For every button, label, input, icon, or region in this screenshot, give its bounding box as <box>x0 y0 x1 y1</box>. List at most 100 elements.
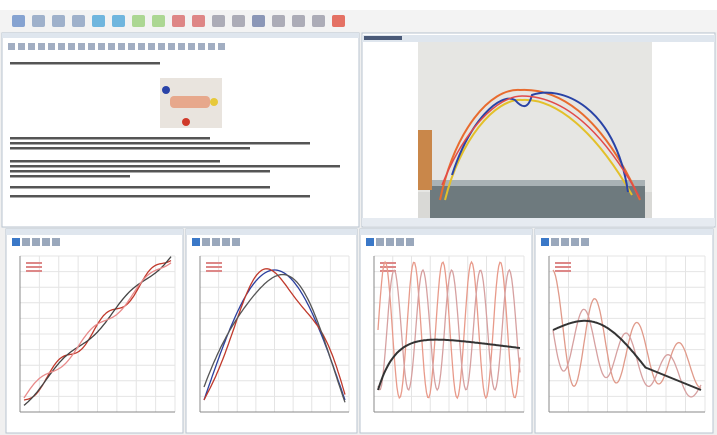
video-controls <box>362 218 715 226</box>
text-line <box>10 165 340 168</box>
doc-toolbar-button[interactable] <box>68 43 75 50</box>
toolbar-button[interactable] <box>32 15 45 27</box>
toolbar-button[interactable] <box>232 15 245 27</box>
toolbar-button[interactable] <box>12 15 25 27</box>
video-pane-title-block <box>364 36 402 40</box>
toolbar-button[interactable] <box>332 15 345 27</box>
toolbar-button[interactable] <box>252 15 265 27</box>
plot-toolbar-button[interactable] <box>551 238 559 246</box>
toolbar-button[interactable] <box>192 15 205 27</box>
doc-toolbar-button[interactable] <box>48 43 55 50</box>
doc-toolbar-button[interactable] <box>78 43 85 50</box>
plot-toolbar-button[interactable] <box>581 238 589 246</box>
text-line <box>10 137 210 140</box>
text-line <box>10 160 220 163</box>
doc-toolbar-button[interactable] <box>108 43 115 50</box>
text-line <box>10 195 310 198</box>
doc-toolbar-button[interactable] <box>8 43 15 50</box>
doc-toolbar-button[interactable] <box>158 43 165 50</box>
title-bar <box>0 0 717 10</box>
doc-toolbar-button[interactable] <box>88 43 95 50</box>
plot-header <box>535 229 713 235</box>
doc-toolbar-button[interactable] <box>148 43 155 50</box>
doc-toolbar-button[interactable] <box>168 43 175 50</box>
plot-toolbar-button[interactable] <box>32 238 40 246</box>
marker-blue <box>162 86 170 94</box>
page: {} (() => { const svg = document.getElem… <box>0 0 717 435</box>
doc-toolbar-button[interactable] <box>188 43 195 50</box>
plot-toolbar-button[interactable] <box>386 238 394 246</box>
plot-toolbar-button[interactable] <box>42 238 50 246</box>
text-line <box>10 62 160 65</box>
main-toolbar <box>0 10 717 32</box>
app-window <box>0 0 717 435</box>
toolbar-button[interactable] <box>152 15 165 27</box>
plot-toolbar-button[interactable] <box>22 238 30 246</box>
toolbar-button[interactable] <box>172 15 185 27</box>
video-person <box>418 130 432 190</box>
plot-panel <box>186 229 357 433</box>
doc-toolbar-button[interactable] <box>28 43 35 50</box>
doc-toolbar-button[interactable] <box>118 43 125 50</box>
video-table-top <box>430 180 645 186</box>
text-line <box>10 170 270 173</box>
text-line <box>10 142 310 145</box>
legend-swatch <box>206 262 222 264</box>
marker-red <box>182 118 190 126</box>
doc-toolbar-button[interactable] <box>178 43 185 50</box>
video-pane-header <box>362 35 715 42</box>
plot-toolbar-button[interactable] <box>376 238 384 246</box>
plot-toolbar-button[interactable] <box>232 238 240 246</box>
doc-toolbar-button[interactable] <box>208 43 215 50</box>
plot-toolbar-button[interactable] <box>366 238 374 246</box>
plot-toolbar-button[interactable] <box>212 238 220 246</box>
toolbar-button[interactable] <box>272 15 285 27</box>
doc-toolbar-button[interactable] <box>38 43 45 50</box>
toolbar-button[interactable] <box>292 15 305 27</box>
toolbar-button[interactable] <box>112 15 125 27</box>
plot-toolbar-button[interactable] <box>12 238 20 246</box>
legend-swatch <box>555 266 571 268</box>
doc-toolbar-button[interactable] <box>138 43 145 50</box>
toolbar-button[interactable] <box>132 15 145 27</box>
plot-toolbar-button[interactable] <box>192 238 200 246</box>
legend-swatch <box>26 262 42 264</box>
toolbar-button[interactable] <box>212 15 225 27</box>
text-line <box>10 147 250 150</box>
text-line <box>10 175 130 178</box>
doc-toolbar-button[interactable] <box>128 43 135 50</box>
doc-toolbar-button[interactable] <box>218 43 225 50</box>
legend-swatch <box>26 266 42 268</box>
toolbar-button[interactable] <box>312 15 325 27</box>
plot-panel <box>535 229 713 433</box>
doc-toolbar-button[interactable] <box>18 43 25 50</box>
legend-swatch <box>206 266 222 268</box>
pane-header <box>2 33 359 38</box>
plot-toolbar-button[interactable] <box>561 238 569 246</box>
toolbar-button[interactable] <box>72 15 85 27</box>
toolbar-button[interactable] <box>52 15 65 27</box>
plot-toolbar-button[interactable] <box>541 238 549 246</box>
plot-toolbar-button[interactable] <box>52 238 60 246</box>
legend-swatch <box>380 266 396 268</box>
marker-yellow <box>210 98 218 106</box>
legend-swatch <box>380 262 396 264</box>
legend-swatch <box>206 270 222 272</box>
plot-toolbar-button[interactable] <box>222 238 230 246</box>
legend-swatch <box>26 270 42 272</box>
hand-shape <box>170 96 210 108</box>
plot-header <box>6 229 183 235</box>
doc-toolbar-button[interactable] <box>198 43 205 50</box>
doc-toolbar-button[interactable] <box>98 43 105 50</box>
plot-header <box>360 229 532 235</box>
legend-swatch <box>555 262 571 264</box>
plot-toolbar-button[interactable] <box>571 238 579 246</box>
plot-toolbar-button[interactable] <box>406 238 414 246</box>
plot-toolbar-button[interactable] <box>202 238 210 246</box>
video-table <box>430 183 645 218</box>
plot-panel <box>360 229 532 433</box>
doc-toolbar-button[interactable] <box>58 43 65 50</box>
plot-panel <box>6 229 183 433</box>
plot-toolbar-button[interactable] <box>396 238 404 246</box>
toolbar-button[interactable] <box>92 15 105 27</box>
